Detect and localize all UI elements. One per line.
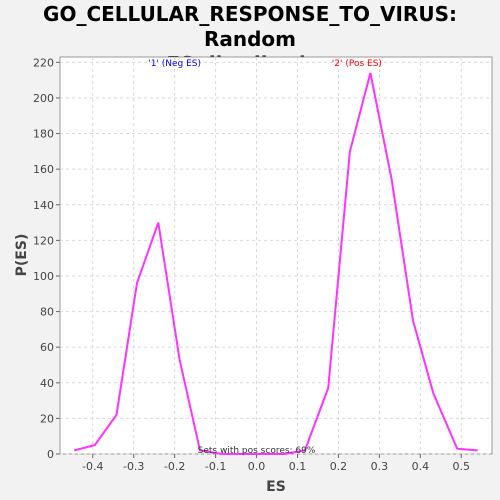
y-tick-label: 120 bbox=[33, 234, 54, 247]
chart-annotation: Sets with pos scores: 69% bbox=[198, 446, 316, 456]
x-tick-label: -0.4 bbox=[82, 460, 103, 473]
plot-area bbox=[59, 56, 493, 455]
y-tick-label: 40 bbox=[40, 377, 54, 390]
chart-annotation: '1' (Neg ES) bbox=[148, 59, 201, 69]
y-tick-label: 160 bbox=[33, 163, 54, 176]
x-tick-label: 0.1 bbox=[289, 460, 307, 473]
series-line bbox=[74, 72, 478, 455]
chart-annotations: '1' (Neg ES) '2' (Pos ES) Sets with pos sc… bbox=[148, 59, 382, 456]
x-tick-label: 0.0 bbox=[248, 460, 266, 473]
x-tick-label: 0.2 bbox=[330, 460, 348, 473]
y-tick-label: 140 bbox=[33, 199, 54, 212]
y-tick-label: 80 bbox=[40, 306, 54, 319]
y-tick-label: 20 bbox=[40, 412, 54, 425]
y-axis-ticks: 0 20 40 60 80 100 120 140 160 180 200 220 bbox=[33, 56, 60, 461]
x-tick-label: 0.3 bbox=[371, 460, 389, 473]
y-tick-label: 180 bbox=[33, 128, 54, 141]
y-tick-label: 220 bbox=[33, 56, 54, 69]
x-axis-label: ES bbox=[266, 479, 286, 495]
y-axis-label: P(ES) bbox=[14, 234, 30, 277]
x-tick-label: -0.1 bbox=[205, 460, 226, 473]
chart-title-line-1: GO_CELLULAR_RESPONSE_TO_VIRUS: Random bbox=[43, 2, 457, 51]
x-tick-label: 0.5 bbox=[453, 460, 471, 473]
x-tick-label: -0.3 bbox=[123, 460, 144, 473]
y-tick-label: 60 bbox=[40, 341, 54, 354]
y-tick-label: 100 bbox=[33, 270, 54, 283]
y-tick-label: 200 bbox=[33, 92, 54, 105]
x-tick-label: 0.4 bbox=[412, 460, 430, 473]
x-axis-ticks: -0.4 -0.3 -0.2 -0.1 0.0 0.1 0.2 0.3 0.4 0.5 bbox=[82, 454, 470, 473]
chart-annotation: '2' (Pos ES) bbox=[332, 59, 382, 69]
y-tick-label: 0 bbox=[47, 448, 54, 461]
x-tick-label: -0.2 bbox=[164, 460, 185, 473]
